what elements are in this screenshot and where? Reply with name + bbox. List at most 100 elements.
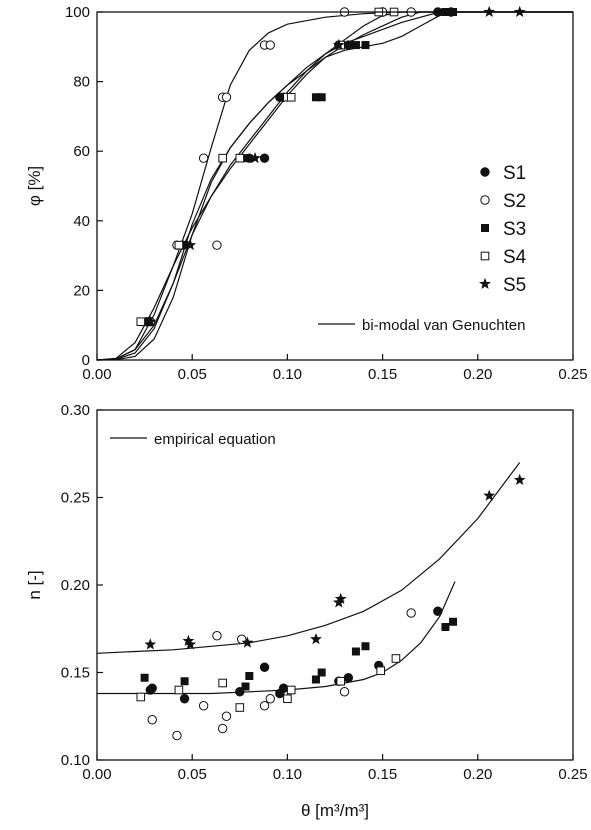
- y-tick-label: 0.10: [61, 752, 90, 769]
- bottom-panel: 0.00 0.05 0.10 0.15 0.20 0.25 0.10 0.15 0.20 0.25…: [25, 402, 588, 820]
- data-point-s3: [317, 668, 326, 677]
- y-tick-label: 20: [73, 282, 90, 299]
- y-tick-label: 100: [65, 4, 90, 21]
- data-point-s2: [212, 240, 222, 250]
- data-point-s3: [361, 642, 370, 651]
- x-tick-label: 0.25: [558, 366, 587, 383]
- data-point-s2: [212, 631, 222, 641]
- data-point-s4: [376, 666, 385, 676]
- data-point-s2: [221, 711, 232, 721]
- data-point-s1: [259, 153, 270, 163]
- fit-curve: [96, 11, 573, 361]
- data-point-s5: [513, 473, 526, 485]
- y-tick-label: 80: [73, 74, 90, 91]
- data-point-s2: [221, 92, 232, 102]
- data-point-s4: [286, 685, 296, 695]
- data-point-s2: [198, 153, 209, 163]
- data-point-s3: [311, 675, 320, 684]
- data-point-s1: [343, 673, 354, 683]
- y-tick-label: 0: [82, 352, 90, 369]
- x-tick-label: 0.00: [82, 366, 111, 383]
- data-point-s1: [179, 694, 190, 704]
- legend: S1 S2 S3 S4 S5 bi-modal van Genuchten: [318, 163, 527, 334]
- data-point-s4: [235, 703, 245, 712]
- data-point-s3: [351, 41, 360, 50]
- data-point-s3: [245, 672, 254, 680]
- data-point-s4: [286, 92, 296, 102]
- data-point-s5: [310, 633, 322, 645]
- data-point-s1: [343, 40, 354, 50]
- x-tick-label: 0.00: [82, 766, 111, 783]
- fit-curve: [96, 462, 521, 654]
- y-tick-label: 0.15: [61, 665, 90, 682]
- x-tick-label: 0.05: [178, 766, 207, 783]
- legend-label-fit: empirical equation: [154, 431, 276, 448]
- legend-label-s4: S4: [503, 247, 527, 268]
- data-point-s5: [249, 152, 261, 164]
- data-point-s3: [180, 677, 189, 686]
- legend-marker-s4: [480, 251, 490, 261]
- data-point-s3: [243, 154, 252, 163]
- legend-marker-s1: [480, 167, 490, 177]
- data-point-s4: [136, 692, 146, 702]
- data-point-s5: [184, 638, 197, 650]
- data-point-s3: [140, 673, 149, 682]
- data-point-s3: [180, 241, 189, 250]
- data-point-s5: [241, 636, 254, 648]
- legend-label-fit: bi-modal van Genuchten: [362, 317, 525, 334]
- data-point-s3: [241, 682, 250, 691]
- x-tick-label: 0.20: [463, 366, 492, 383]
- data-point-s5: [144, 315, 157, 327]
- data-point-s2: [265, 40, 275, 50]
- y-axis-label: n [-]: [25, 570, 44, 599]
- x-axis-label: θ [m³/m³]: [301, 801, 369, 820]
- fit-curve: [96, 11, 573, 361]
- data-point-s5: [332, 38, 345, 51]
- data-point-s5: [334, 592, 347, 604]
- data-point-s4: [218, 153, 227, 163]
- data-point-s4: [174, 685, 184, 695]
- data-point-s3: [361, 41, 370, 50]
- data-point-s2: [406, 608, 416, 618]
- fit-curve: [97, 581, 456, 695]
- data-point-s5: [184, 239, 197, 251]
- plot-frame: [96, 409, 574, 761]
- x-tick-label: 0.05: [178, 366, 207, 383]
- y-tick-label: 0.30: [61, 402, 90, 419]
- x-tick-label: 0.15: [368, 366, 397, 383]
- x-tick-label: 0.10: [273, 766, 302, 783]
- legend-marker-s2: [480, 195, 490, 205]
- data-point-s4: [336, 676, 346, 686]
- data-point-s2: [339, 687, 350, 697]
- fit-curve: [96, 11, 573, 361]
- data-point-s2: [147, 715, 157, 725]
- y-tick-label: 60: [73, 143, 90, 160]
- legend-label-s2: S2: [503, 191, 526, 212]
- top-panel: 0.00 0.05 0.10 0.15 0.20 0.25 0 20 40 60 80 100 φ [%…: [25, 4, 588, 383]
- y-tick-label: 0.25: [61, 490, 90, 507]
- y-tick-label: 0.20: [61, 577, 90, 594]
- data-point-s2: [259, 701, 270, 711]
- data-point-s2: [198, 701, 209, 711]
- x-tick-label: 0.25: [558, 766, 587, 783]
- data-point-s4: [283, 694, 292, 704]
- data-point-s3: [449, 617, 458, 626]
- data-point-s5: [182, 634, 195, 646]
- data-point-s4: [391, 654, 401, 663]
- data-point-s5: [144, 638, 157, 650]
- legend-label-s3: S3: [503, 219, 526, 240]
- data-point-s2: [217, 723, 228, 734]
- fit-curve: [96, 11, 573, 361]
- data-point-s1: [433, 606, 443, 616]
- legend: empirical equation: [110, 431, 276, 448]
- data-point-s4: [235, 153, 245, 163]
- data-point-s1: [278, 683, 289, 693]
- data-point-s3: [351, 647, 360, 656]
- x-tick-label: 0.20: [463, 766, 492, 783]
- data-point-s1: [147, 683, 157, 693]
- data-point-s3: [317, 93, 326, 102]
- data-point-s1: [259, 662, 270, 672]
- plot-frame: [96, 11, 574, 361]
- data-point-s4: [218, 678, 227, 688]
